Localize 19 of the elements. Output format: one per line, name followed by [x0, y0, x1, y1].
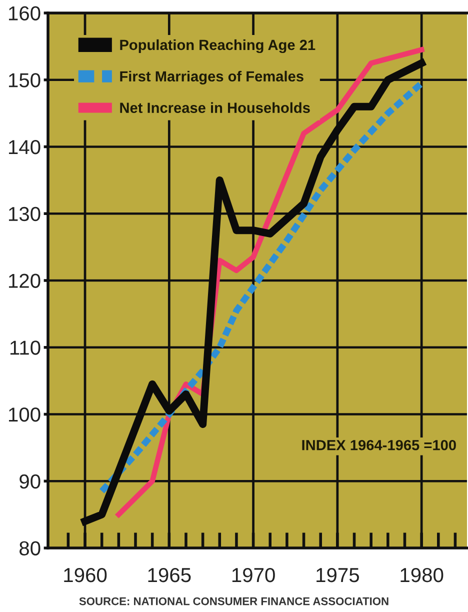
legend-label: Population Reaching Age 21	[120, 39, 316, 54]
y-tick-label: 100	[8, 407, 40, 422]
annotation: INDEX 1964-1965 =100	[302, 440, 456, 450]
y-tick-label: 90	[20, 474, 40, 489]
x-tick-label: 1965	[148, 568, 191, 582]
legend-label: First Marriages of Females	[120, 70, 304, 84]
source-note: SOURCE: NATIONAL CONSUMER FINANCE ASSOCIATION	[79, 597, 388, 606]
x-tick-label: 1970	[232, 568, 275, 582]
x-tick-label: 1975	[316, 568, 359, 582]
x-tick-label: 1960	[64, 568, 107, 582]
y-tick-label: 140	[8, 140, 40, 154]
legend-label: Net Increase in Households	[120, 102, 310, 113]
x-tick-label: 1980	[400, 568, 444, 582]
y-tick-label: 120	[8, 274, 40, 288]
y-tick-label: 110	[10, 340, 40, 355]
y-tick-label: 80	[20, 541, 40, 556]
y-tick-label: 150	[8, 73, 40, 88]
y-tick-label: 130	[8, 206, 40, 222]
y-tick-label: 160	[8, 6, 40, 20]
